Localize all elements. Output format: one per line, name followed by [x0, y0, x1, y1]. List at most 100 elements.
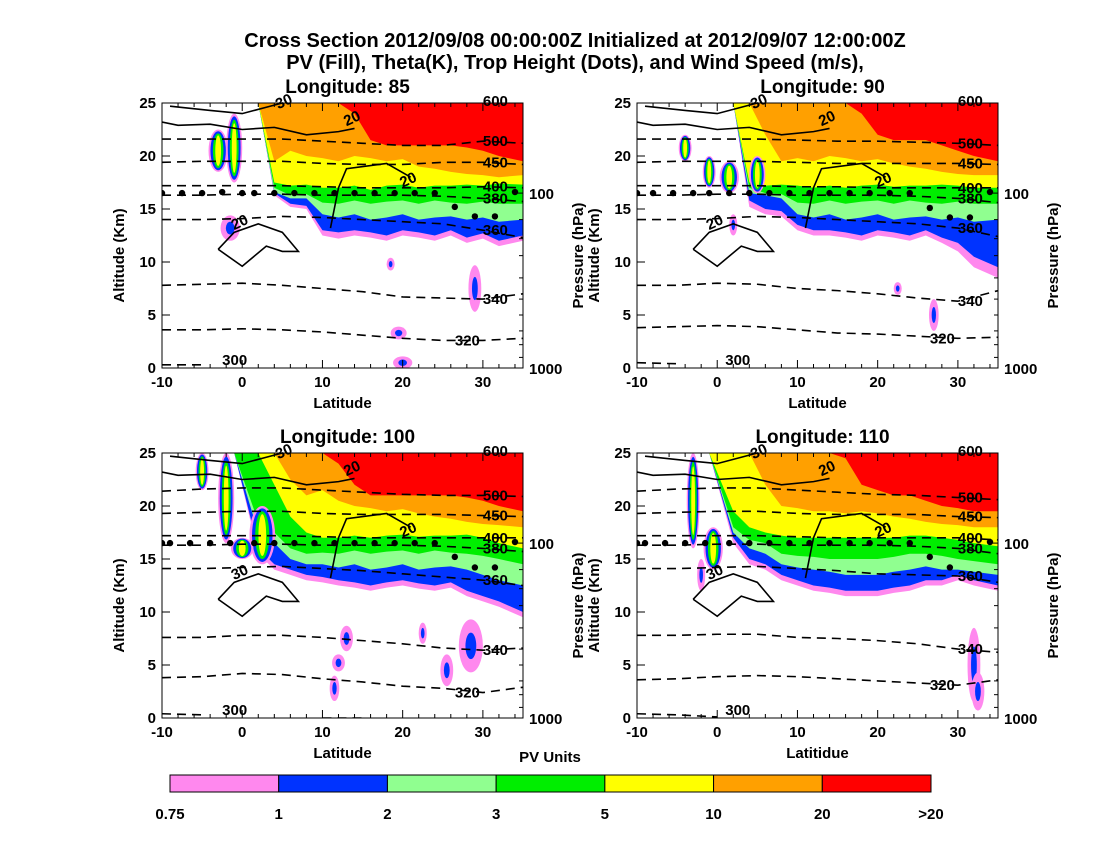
pv-blob-core — [931, 307, 936, 323]
tropopause-dot — [966, 214, 974, 221]
x-tick-label: -10 — [151, 374, 173, 391]
tropopause-dot — [986, 188, 994, 196]
tropopause-dot — [826, 189, 833, 197]
x-tick-label: -10 — [626, 724, 648, 741]
y-tick-label: 25 — [614, 95, 631, 112]
y-tick-label: 15 — [614, 201, 631, 218]
tropopause-dot — [491, 564, 499, 571]
pressure-tick-label: 100 — [529, 186, 554, 203]
tropopause-dot — [826, 539, 833, 547]
x-tick-label: 30 — [475, 374, 492, 391]
tropopause-dot — [701, 539, 709, 547]
tropopause-dot — [311, 189, 318, 197]
pressure-tick-label: 1000 — [1004, 361, 1037, 378]
wind-speed-contour — [217, 572, 301, 618]
colorbar-tick-label: 10 — [705, 806, 722, 823]
theta-label-450: 450 — [958, 155, 983, 172]
pv-convective-plume — [231, 123, 237, 173]
colorbar-swatch-2 — [386, 774, 497, 793]
tropopause-dot — [846, 539, 853, 547]
plot-area — [637, 453, 998, 718]
y-tick-label: 10 — [139, 604, 156, 621]
theta-contour-400 — [637, 534, 998, 541]
theta-contour-320 — [637, 674, 998, 686]
tropopause-dot — [786, 189, 793, 197]
tropopause-dot — [986, 538, 994, 546]
x-tick-label: 30 — [950, 374, 967, 391]
y-tick-label: 15 — [139, 201, 156, 218]
x-tick-label: 0 — [713, 374, 721, 391]
wind-speed-contour — [804, 512, 887, 579]
tropopause-dot — [391, 189, 398, 197]
pv-fill-band-20 — [162, 103, 523, 162]
panel-title: Longitude: 110 — [755, 427, 889, 448]
theta-label-600: 600 — [958, 93, 983, 110]
x-axis-label: Latitude — [788, 395, 846, 412]
theta-label-380: 380 — [483, 540, 508, 557]
colorbar-tick-label: 0.75 — [155, 806, 184, 823]
tropopause-dot — [311, 539, 318, 547]
theta-contour-400 — [162, 534, 523, 539]
y-tick-label: 5 — [623, 307, 631, 324]
y-tick-label: 0 — [148, 360, 156, 377]
panel-title: Longitude: 90 — [760, 77, 885, 98]
wind-speed-label-30: 30 — [229, 561, 251, 583]
colorbar-tick-label: 5 — [601, 806, 609, 823]
wind-speed-contour — [692, 572, 776, 618]
theta-label-500: 500 — [958, 135, 983, 152]
colorbar-tick-label: >20 — [918, 806, 943, 823]
tropopause-dot — [491, 213, 499, 220]
tropopause-dot — [637, 539, 641, 547]
tropopause-dot — [906, 539, 913, 547]
theta-contour-450 — [162, 160, 523, 166]
tropopause-dot — [431, 539, 438, 547]
x-tick-label: -10 — [151, 724, 173, 741]
pv-blob-core — [420, 627, 425, 639]
theta-label-360: 360 — [483, 222, 508, 239]
wind-speed-contour — [637, 471, 830, 486]
tropopause-dot — [637, 189, 641, 197]
pv-convective-plume — [683, 138, 688, 158]
pressure-tick-label: 100 — [1004, 536, 1029, 553]
theta-label-340: 340 — [958, 293, 983, 310]
tropopause-dot — [431, 189, 438, 197]
colorbar-tick-label: 2 — [383, 806, 391, 823]
y-tick-label: 20 — [614, 148, 631, 165]
y-tick-label: 20 — [139, 148, 156, 165]
theta-label-360: 360 — [958, 568, 983, 585]
x-tick-label: -10 — [626, 374, 648, 391]
theta-label-500: 500 — [483, 133, 508, 150]
figure-subtitle: PV (Fill), Theta(K), Trop Height (Dots),… — [286, 52, 864, 74]
tropopause-dot — [186, 539, 194, 547]
tropopause-dot — [239, 189, 246, 197]
pv-blob-core — [895, 285, 900, 292]
wind-speed-label-20: 20 — [872, 169, 894, 191]
tropopause-dot — [351, 189, 358, 197]
pv-blob-core — [395, 329, 403, 337]
theta-contour-400 — [162, 184, 523, 189]
theta-label-300: 300 — [222, 352, 247, 369]
theta-label-400: 400 — [958, 530, 983, 547]
pv-convective-plume — [238, 540, 246, 557]
pv-blob-core — [699, 566, 703, 583]
theta-label-500: 500 — [483, 487, 508, 504]
tropopause-dot — [866, 539, 873, 547]
pv-fill-band-20 — [637, 453, 998, 512]
tropopause-dot — [251, 539, 258, 547]
tropopause-dot — [291, 189, 298, 197]
y-axis-label: Altitude (Km) — [111, 558, 128, 652]
theta-contour-300 — [637, 712, 718, 718]
y-tick-label: 25 — [139, 445, 156, 462]
panel-title: Longitude: 85 — [285, 77, 410, 98]
theta-contour-300 — [637, 361, 678, 365]
tropopause-dot — [271, 539, 278, 547]
theta-label-300: 300 — [725, 352, 750, 369]
colorbar-swatch-1 — [278, 774, 388, 793]
y-tick-label: 5 — [623, 657, 631, 674]
wind-speed-contour — [637, 121, 830, 136]
wind-speed-contour — [169, 453, 283, 465]
y-axis-label: Altitude (Km) — [586, 208, 603, 302]
y-axis-right-label: Pressure (hPa) — [570, 203, 587, 309]
tropopause-dot — [906, 189, 913, 197]
